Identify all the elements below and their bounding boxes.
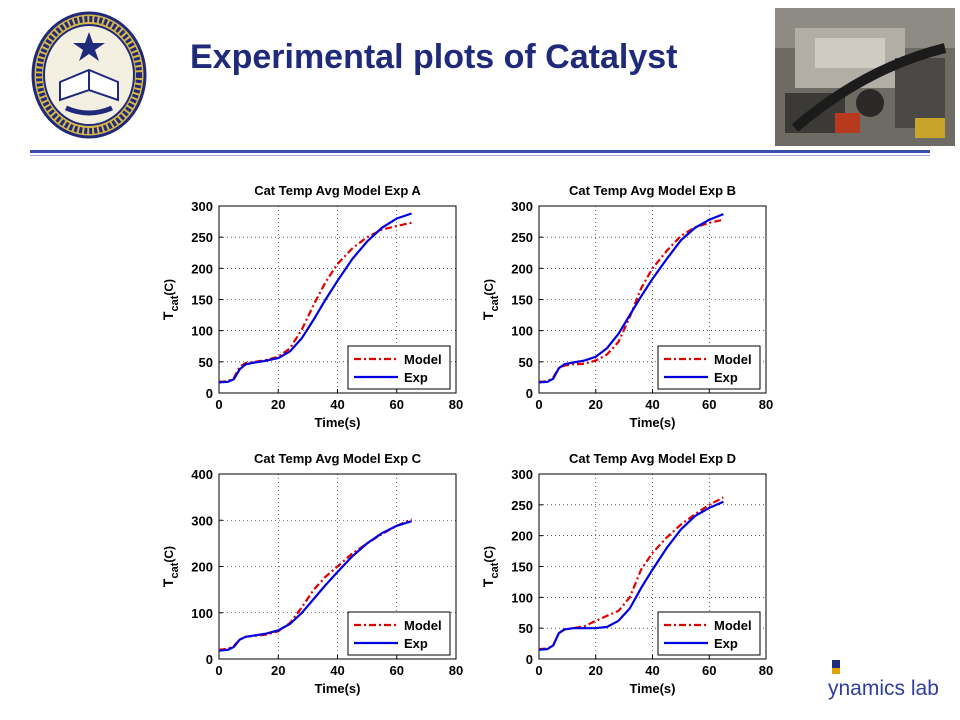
chart-c: 0 20 40 60 80 0 100 200 300 400 Cat Temp Avg Model… (160, 451, 463, 696)
x-tick-label: 0 (215, 397, 222, 412)
y-tick-label: 0 (206, 652, 213, 667)
x-tick-label: 40 (330, 397, 344, 412)
x-axis-label: Time(s) (315, 415, 361, 430)
header-rule-thin (30, 155, 930, 156)
series-line-model (538, 218, 724, 383)
legend: Model Exp (347, 611, 451, 656)
x-tick-label: 80 (759, 663, 773, 678)
x-tick-label: 60 (702, 397, 716, 412)
legend-label-model: Model (714, 618, 752, 633)
chart-a: 0 20 40 60 80 0 50 100 150 200 250 300 Cat Temp Avg … (160, 183, 463, 430)
y-tick-label: 250 (511, 498, 533, 513)
legend-label-model: Model (404, 352, 442, 367)
legend-label-model: Model (404, 618, 442, 633)
x-tick-label: 20 (271, 663, 285, 678)
x-axis-label: Time(s) (315, 681, 361, 696)
legend-box (657, 345, 761, 390)
x-tick-label: 0 (535, 663, 542, 678)
header-rule (30, 150, 930, 153)
series-line-exp (538, 213, 724, 384)
legend-box (347, 345, 451, 390)
legend: Model Exp (657, 611, 761, 656)
x-tick-label: 80 (759, 397, 773, 412)
y-tick-label: 50 (519, 355, 533, 370)
chart-title: Cat Temp Avg Model Exp B (569, 183, 736, 198)
y-tick-label: 100 (191, 324, 213, 339)
x-tick-label: 80 (449, 397, 463, 412)
y-tick-label: 50 (199, 355, 213, 370)
chart-title: Cat Temp Avg Model Exp A (254, 183, 421, 198)
legend: Model Exp (657, 345, 761, 390)
chart-title: Cat Temp Avg Model Exp D (569, 451, 736, 466)
y-tick-label: 250 (191, 230, 213, 245)
legend-label-exp: Exp (404, 636, 428, 651)
legend-box (657, 611, 761, 656)
x-tick-label: 40 (645, 663, 659, 678)
y-tick-label: 300 (191, 513, 213, 528)
y-tick-label: 100 (511, 324, 533, 339)
x-tick-label: 60 (390, 397, 404, 412)
x-tick-label: 40 (645, 397, 659, 412)
y-axis-label: Tcat(C) (160, 546, 181, 587)
y-tick-label: 100 (511, 590, 533, 605)
x-tick-label: 60 (390, 663, 404, 678)
chart-title: Cat Temp Avg Model Exp C (254, 451, 422, 466)
y-axis-label: Tcat(C) (480, 546, 501, 587)
x-tick-label: 20 (589, 397, 603, 412)
chart-d: 0 20 40 60 80 0 50 100 150 200 250 300 Cat Temp Avg … (480, 451, 773, 696)
series-line-exp (218, 520, 412, 652)
y-tick-label: 200 (191, 261, 213, 276)
x-axis-label: Time(s) (630, 681, 676, 696)
x-tick-label: 20 (271, 397, 285, 412)
y-tick-label: 100 (191, 606, 213, 621)
chart-b: 0 20 40 60 80 0 50 100 150 200 250 300 Cat Temp Avg … (480, 183, 773, 430)
lab-brand-text: ynamics lab (828, 677, 939, 700)
x-tick-label: 0 (535, 397, 542, 412)
y-tick-label: 150 (511, 560, 533, 575)
series-line-exp (538, 500, 724, 651)
university-seal-icon (31, 11, 147, 139)
lab-logo-icon (832, 660, 840, 668)
legend-label-exp: Exp (404, 370, 428, 385)
y-tick-label: 200 (511, 261, 533, 276)
y-axis-label: Tcat(C) (160, 279, 181, 320)
y-tick-label: 50 (519, 621, 533, 636)
x-axis-label: Time(s) (630, 415, 676, 430)
y-tick-label: 150 (511, 293, 533, 308)
series-line-model (218, 221, 412, 383)
lab-logo-accent-icon (832, 668, 840, 674)
engine-photo-icon (775, 8, 955, 146)
x-tick-label: 60 (702, 663, 716, 678)
y-tick-label: 300 (191, 199, 213, 214)
y-tick-label: 300 (511, 467, 533, 482)
legend-label-exp: Exp (714, 636, 738, 651)
legend: Model Exp (347, 345, 451, 390)
y-tick-label: 250 (511, 230, 533, 245)
legend-label-exp: Exp (714, 370, 738, 385)
series-line-exp (218, 212, 412, 384)
y-tick-label: 400 (191, 467, 213, 482)
y-tick-label: 200 (511, 529, 533, 544)
x-tick-label: 0 (215, 663, 222, 678)
x-tick-label: 40 (330, 663, 344, 678)
x-tick-label: 20 (589, 663, 603, 678)
legend-label-model: Model (714, 352, 752, 367)
y-axis-label: Tcat(C) (480, 279, 501, 320)
y-tick-label: 0 (206, 386, 213, 401)
y-tick-label: 200 (191, 560, 213, 575)
y-tick-label: 0 (526, 652, 533, 667)
x-tick-label: 80 (449, 663, 463, 678)
legend-box (347, 611, 451, 656)
y-tick-label: 150 (191, 293, 213, 308)
y-tick-label: 0 (526, 386, 533, 401)
slide-title: Experimental plots of Catalyst (190, 38, 678, 76)
y-tick-label: 300 (511, 199, 533, 214)
